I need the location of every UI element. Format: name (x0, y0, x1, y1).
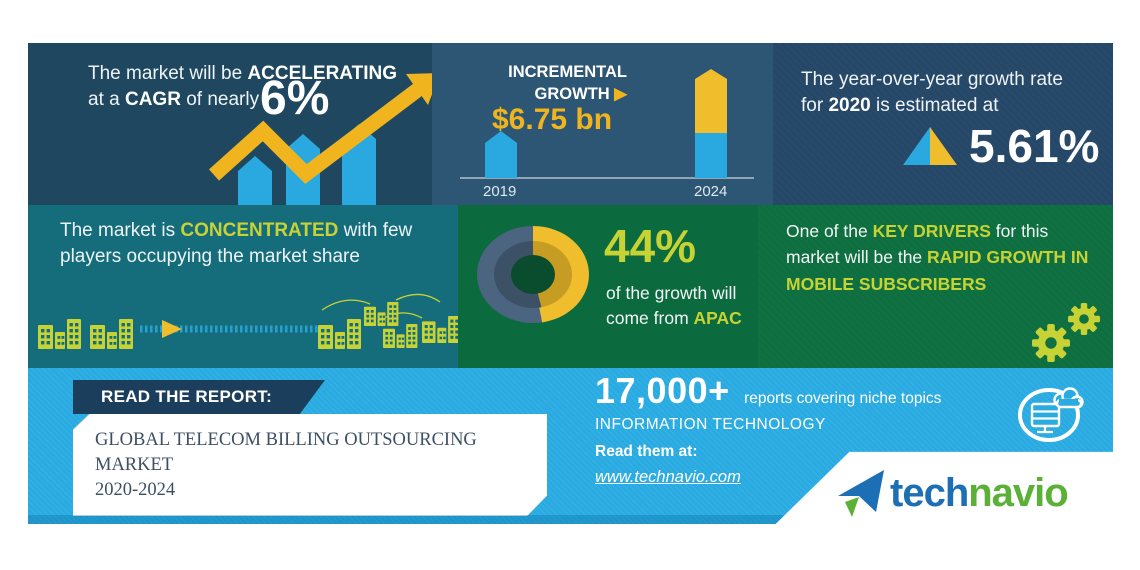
concentrated-keyword: CONCENTRATED (180, 220, 339, 241)
logo-tech: tech (890, 470, 969, 515)
concentrated-line2: players occupying the market share (60, 246, 360, 268)
apac-value: 44% (604, 220, 697, 272)
report-title-card: GLOBAL TELECOM BILLING OUTSOURCING MARKE… (73, 414, 547, 516)
drivers-mobile: MOBILE SUBSCRIBERS (786, 273, 987, 294)
read-report-banner: READ THE REPORT: (73, 380, 325, 414)
apac-donut-chart (477, 226, 589, 323)
donut-hole (511, 255, 555, 294)
apac-caption: of the growth will come from APAC (606, 281, 742, 332)
card-fold (527, 496, 547, 516)
panel-incremental-growth: INCREMENTAL GROWTH ▶ $6.75 bn 2019 2024 (432, 43, 773, 205)
apac-region: APAC (693, 308, 742, 329)
cagr-text-1: The market will be (88, 63, 248, 84)
incremental-heading: INCREMENTAL GROWTH ▶ (487, 61, 627, 106)
drivers-t2: for this (990, 221, 1049, 241)
cagr-text: The market will be ACCELERATING at a CAG… (88, 61, 418, 113)
yoy-year: 2020 (828, 95, 871, 117)
yoy-line1: The year-over-year growth rate (801, 69, 1063, 90)
cagr-label: CAGR (124, 89, 181, 111)
bar-2024-blue (695, 133, 727, 178)
paper-plane-icon (838, 470, 884, 517)
panel-yoy-growth: The year-over-year growth rate for 2020 … (773, 43, 1113, 205)
card-curl (73, 414, 90, 430)
apac-caption-line2: come from (606, 308, 694, 329)
up-triangle-icon (903, 127, 957, 165)
reports-category: INFORMATION TECHNOLOGY (595, 416, 826, 433)
concentrated-t1: The market is (60, 220, 181, 241)
trend-arrow-line (208, 82, 425, 184)
panel-key-drivers: One of the KEY DRIVERS for this market w… (758, 205, 1113, 368)
cagr-text-2: at a (88, 89, 125, 111)
reports-caption: reports covering niche topics (744, 390, 942, 407)
read-them-at: Read them at: (595, 443, 698, 460)
drivers-text: One of the KEY DRIVERS for this market w… (786, 218, 1096, 297)
technavio-logo: technavio (838, 468, 1069, 518)
bar-2019 (485, 131, 517, 178)
city-buildings-illustration (38, 293, 458, 349)
drivers-key: KEY DRIVERS (872, 221, 991, 241)
incremental-line2: GROWTH (534, 85, 615, 104)
reports-stats: 17,000+ reports covering niche topics IN… (595, 370, 941, 487)
cagr-text-3: of nearly (180, 89, 260, 111)
drivers-t1: One of the (786, 221, 873, 241)
logo-navio: navio (968, 470, 1068, 515)
incremental-line1: INCREMENTAL (508, 63, 627, 81)
panel-apac: 44% of the growth will come from APAC (458, 205, 758, 368)
trend-arrow-head (406, 73, 432, 105)
yoy-line2a: for (801, 95, 829, 117)
yoy-line2b: is estimated at (870, 95, 999, 117)
concentrated-t2: with few (338, 220, 413, 241)
read-report-label: READ THE REPORT: (101, 387, 273, 406)
yoy-value: 5.61% (969, 120, 1100, 172)
tick-2024: 2024 (694, 183, 728, 200)
flow-arrow-icon (162, 320, 182, 338)
gears-icon (1032, 303, 1100, 362)
panel-concentrated: The market is CONCENTRATED with few play… (28, 205, 458, 368)
growth-arrow-chart (208, 73, 432, 205)
apac-caption-line1: of the growth will (606, 283, 737, 303)
bar-2024-yellow (695, 69, 727, 133)
cloud-reports-icon (1018, 387, 1084, 442)
footer-band: READ THE REPORT: GLOBAL TELECOM BILLING … (28, 368, 1113, 524)
incremental-bar-chart (460, 69, 754, 179)
cagr-accelerating: ACCELERATING (247, 63, 397, 84)
cloud-glyph (1053, 387, 1084, 409)
incremental-value: $6.75 bn (492, 103, 613, 136)
report-title-line1: GLOBAL TELECOM BILLING OUTSOURCING MARKE… (95, 430, 477, 475)
report-title: GLOBAL TELECOM BILLING OUTSOURCING MARKE… (95, 428, 525, 503)
yoy-text: The year-over-year growth rate for 2020 … (801, 67, 1101, 119)
reports-count: 17,000+ (595, 370, 730, 411)
concentrated-text: The market is CONCENTRATED with few play… (60, 218, 455, 270)
drivers-rapid: RAPID GROWTH IN (927, 247, 1089, 268)
cagr-value: 6% (260, 72, 330, 125)
tick-2019: 2019 (483, 183, 517, 200)
technavio-url-link[interactable]: www.technavio.com (595, 468, 741, 486)
panel-cagr: The market will be ACCELERATING at a CAG… (28, 43, 432, 205)
triangle-right-icon: ▶ (614, 85, 627, 104)
report-title-line2: 2020-2024 (95, 479, 176, 500)
drivers-t3: market will be the (786, 247, 928, 268)
